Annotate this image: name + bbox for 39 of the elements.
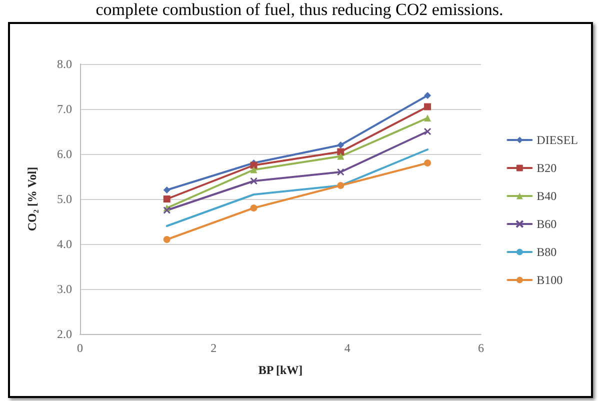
line-series: [166, 148, 429, 227]
point: [163, 236, 170, 243]
x-tick-label: 4: [344, 341, 350, 355]
x-tick-label: 2: [210, 341, 217, 355]
y-tick-label: 4.0: [57, 237, 72, 251]
point: [163, 206, 171, 214]
y-tick-label: 2.0: [57, 327, 72, 341]
y-tick-label: 6.0: [57, 147, 72, 161]
text: complete combustion of fuel, thus reducing CO2 emissions.: [94, 0, 504, 20]
y-tick-label: 5.0: [57, 192, 72, 206]
point: [250, 177, 258, 185]
point: [424, 92, 432, 99]
x-axis-title: BP [kW]: [258, 363, 303, 377]
point: [336, 168, 344, 176]
point: [337, 142, 344, 148]
point: [337, 152, 344, 160]
x-tick-label: 6: [478, 341, 484, 355]
point: [250, 162, 258, 169]
y-tick-label: 8.0: [57, 57, 72, 71]
y-tick-label: 7.0: [57, 102, 72, 116]
legend-label: B20: [536, 161, 557, 175]
legend-label: DIESEL: [536, 133, 578, 147]
y-axis-title: CO₂ [% Vol]: [25, 166, 39, 232]
point: [424, 103, 432, 110]
point: [337, 182, 344, 189]
point: [424, 114, 432, 122]
x-tick-label: 0: [77, 341, 83, 355]
point: [163, 186, 170, 194]
point: [250, 204, 258, 212]
y-tick-label: 3.0: [57, 282, 72, 296]
point: [424, 128, 432, 136]
point: [163, 196, 170, 202]
point: [424, 160, 432, 166]
point: [250, 166, 258, 174]
legend-label: B60: [536, 217, 557, 231]
legend-label: B40: [536, 189, 557, 203]
legend-label: B80: [536, 245, 557, 259]
point: [337, 148, 344, 156]
legend-label: B100: [536, 273, 563, 287]
